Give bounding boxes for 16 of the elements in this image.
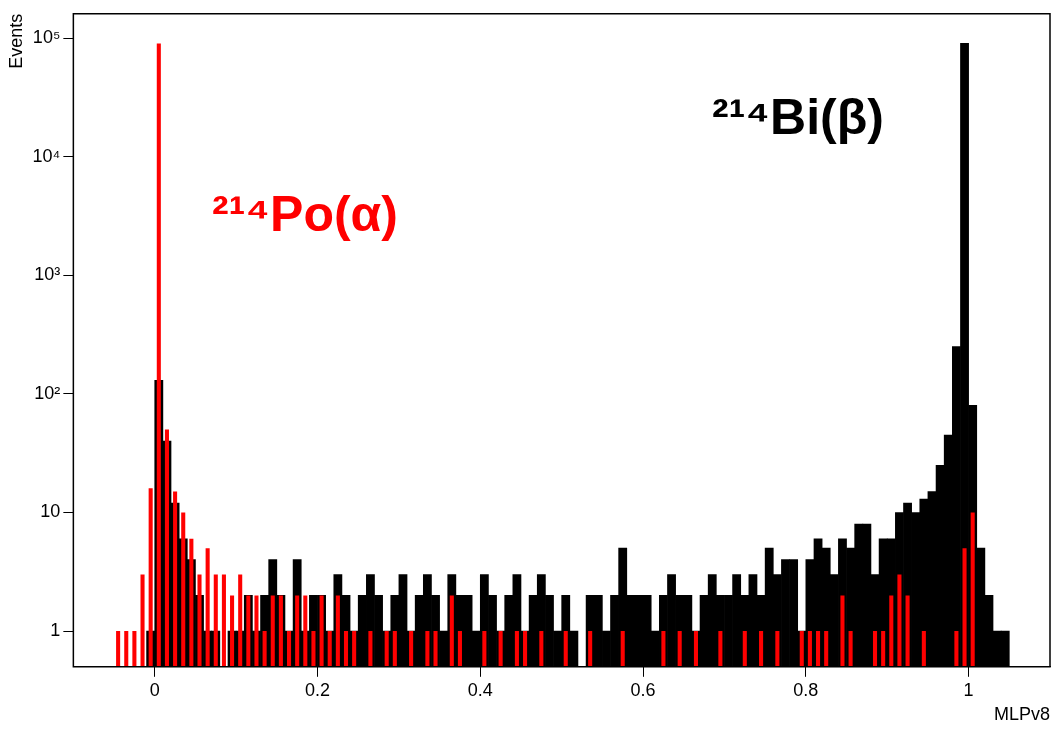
y-tick-label: 10	[40, 501, 61, 522]
x-tick-label: 0.4	[467, 679, 493, 700]
x-axis-title: MLPv8	[993, 704, 1050, 725]
series-label: ²¹⁴Po(α)	[212, 185, 398, 243]
y-tick-label: 1	[50, 620, 61, 641]
x-tick-label: 0	[149, 679, 160, 700]
x-tick-label: 0.2	[305, 679, 331, 700]
y-tick-label: 10⁵	[32, 26, 61, 47]
x-tick-label: 1	[963, 679, 974, 700]
y-tick-label: 10⁴	[32, 145, 61, 166]
y-axis-title: Events	[5, 13, 26, 69]
y-tick-label: 10²	[34, 382, 61, 403]
series-label: ²¹⁴Bi(β)	[712, 88, 884, 146]
y-tick-label: 10³	[34, 264, 61, 285]
x-tick-label: 0.6	[630, 679, 656, 700]
x-tick-label: 0.8	[793, 679, 819, 700]
